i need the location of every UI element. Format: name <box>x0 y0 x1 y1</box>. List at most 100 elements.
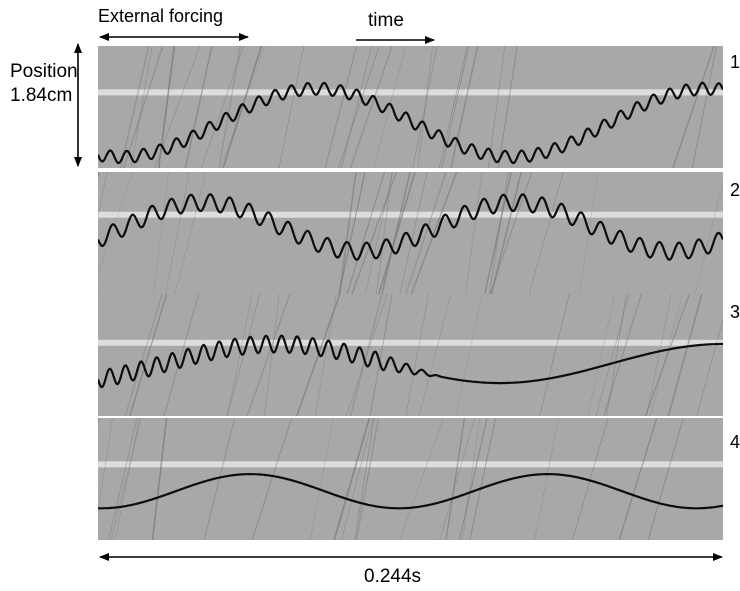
streak <box>151 418 168 540</box>
streak <box>528 172 564 294</box>
streak <box>174 172 207 294</box>
streak <box>98 418 113 516</box>
streak <box>222 46 263 168</box>
streak <box>365 172 393 294</box>
streak <box>410 172 458 294</box>
streak <box>647 418 684 540</box>
interface-trace <box>98 473 723 510</box>
streak <box>381 172 411 294</box>
streak <box>251 418 293 540</box>
streak <box>497 46 518 168</box>
streak <box>412 46 438 168</box>
streak <box>338 46 380 168</box>
streak <box>484 172 512 294</box>
streak <box>351 172 398 294</box>
streak <box>110 418 142 540</box>
streak <box>153 172 170 294</box>
streak <box>98 172 108 219</box>
streak <box>438 46 468 168</box>
streak <box>338 172 366 294</box>
position-label: Position 1.84cm <box>10 60 78 108</box>
streak <box>218 46 242 168</box>
time-label: time <box>368 10 404 31</box>
streak <box>349 294 383 416</box>
streak <box>462 418 480 540</box>
streak <box>646 294 672 416</box>
interface-trace <box>98 193 723 261</box>
streak <box>696 317 723 416</box>
panel-number-2: 2 <box>730 180 740 200</box>
kymograph-panels <box>38 46 723 540</box>
streak <box>672 46 715 168</box>
streak <box>157 46 176 168</box>
streak <box>124 294 163 416</box>
streak <box>184 46 213 168</box>
interface-trace <box>98 81 723 165</box>
streak <box>417 46 434 168</box>
panel-1 <box>98 46 723 168</box>
external-forcing-label: External forcing <box>98 6 224 26</box>
panel-2 <box>98 172 723 294</box>
panel-3 <box>98 294 723 416</box>
streak <box>455 294 483 416</box>
bright-band <box>98 89 723 96</box>
streak <box>226 294 253 416</box>
panel-background <box>98 418 723 540</box>
streak <box>324 46 358 168</box>
streak <box>333 418 371 540</box>
panel-number-3: 3 <box>730 302 740 322</box>
streak <box>571 418 609 540</box>
streak <box>405 172 447 294</box>
streak <box>108 418 138 540</box>
streak <box>667 294 703 416</box>
streak <box>595 294 630 416</box>
streak <box>694 180 723 294</box>
duration-label: 0.244s <box>364 566 422 587</box>
streak <box>98 294 99 297</box>
streak <box>439 418 476 540</box>
streak <box>122 46 164 168</box>
panel-background <box>98 172 723 294</box>
streak <box>246 294 291 416</box>
streak <box>349 46 393 168</box>
streak <box>341 46 372 168</box>
interface-trace <box>98 334 723 389</box>
streak <box>163 294 200 416</box>
streak <box>203 418 236 540</box>
streak <box>278 46 305 168</box>
streak <box>98 418 100 427</box>
streak <box>373 46 406 168</box>
streak <box>165 172 190 294</box>
streak <box>441 46 470 168</box>
streak <box>618 418 658 540</box>
streak <box>645 294 690 416</box>
streak <box>38 418 67 540</box>
streak <box>450 46 479 168</box>
streak <box>51 418 75 540</box>
streak <box>464 172 483 294</box>
streak <box>489 172 533 294</box>
streak <box>369 294 393 416</box>
streak <box>341 418 374 540</box>
streak <box>399 418 444 540</box>
streak <box>650 294 683 416</box>
streak <box>603 294 642 416</box>
streak <box>490 172 522 294</box>
streak <box>378 172 416 294</box>
streak <box>355 418 380 540</box>
streak <box>346 172 385 294</box>
streak <box>606 294 627 416</box>
streak <box>445 418 466 540</box>
streak <box>130 46 153 168</box>
streak <box>587 294 616 416</box>
streak <box>487 46 506 168</box>
bright-band <box>98 211 723 218</box>
streak <box>338 172 357 294</box>
streak <box>264 294 280 416</box>
bright-band <box>98 461 723 468</box>
streak <box>310 418 334 540</box>
streak <box>458 418 488 540</box>
streak <box>375 172 393 294</box>
streak <box>129 294 168 416</box>
streak <box>98 172 133 275</box>
